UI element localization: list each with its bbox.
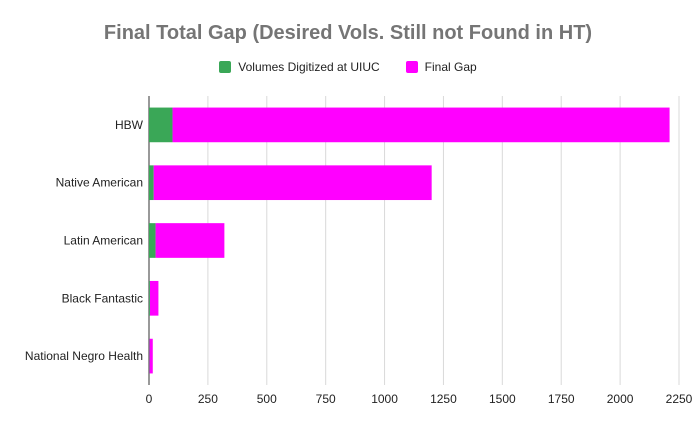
bar-digitized-0 bbox=[149, 107, 173, 143]
legend-item-final-gap: Final Gap bbox=[405, 60, 477, 74]
bar-final-gap-3 bbox=[149, 280, 159, 316]
legend: Volumes Digitized at UIUC Final Gap bbox=[0, 60, 696, 74]
legend-label-digitized: Volumes Digitized at UIUC bbox=[238, 60, 380, 74]
legend-label-final-gap: Final Gap bbox=[424, 60, 477, 74]
x-tick-label-750: 750 bbox=[316, 392, 336, 406]
x-tick-label-2000: 2000 bbox=[607, 392, 634, 406]
y-tick-label-2: Latin American bbox=[64, 234, 143, 248]
y-tick-label-4: National Negro Health bbox=[25, 349, 143, 363]
x-tick-label-250: 250 bbox=[198, 392, 218, 406]
y-tick-label-0: HBW bbox=[115, 118, 144, 132]
chart-title: Final Total Gap (Desired Vols. Still not… bbox=[103, 22, 593, 44]
bar-final-gap-1 bbox=[153, 165, 432, 201]
x-tick-label-0: 0 bbox=[146, 392, 153, 406]
bar-digitized-3 bbox=[149, 280, 150, 316]
legend-item-digitized: Volumes Digitized at UIUC bbox=[219, 60, 380, 74]
y-tick-label-3: Black Fantastic bbox=[62, 291, 143, 305]
x-tick-label-500: 500 bbox=[257, 392, 277, 406]
x-tick-label-2250: 2250 bbox=[666, 392, 693, 406]
bar-final-gap-2 bbox=[155, 223, 225, 258]
legend-swatch-final-gap bbox=[405, 61, 418, 73]
bar-final-gap-0 bbox=[172, 107, 670, 143]
bar-digitized-2 bbox=[149, 223, 156, 258]
bar-final-gap-4 bbox=[149, 338, 153, 374]
x-tick-label-1500: 1500 bbox=[489, 392, 516, 406]
x-tick-label-1250: 1250 bbox=[430, 392, 457, 406]
y-tick-label-1: Native American bbox=[56, 176, 143, 190]
bar-digitized-1 bbox=[149, 165, 154, 201]
x-tick-label-1750: 1750 bbox=[548, 392, 575, 406]
x-tick-label-1000: 1000 bbox=[371, 392, 398, 406]
legend-swatch-digitized bbox=[219, 61, 232, 73]
